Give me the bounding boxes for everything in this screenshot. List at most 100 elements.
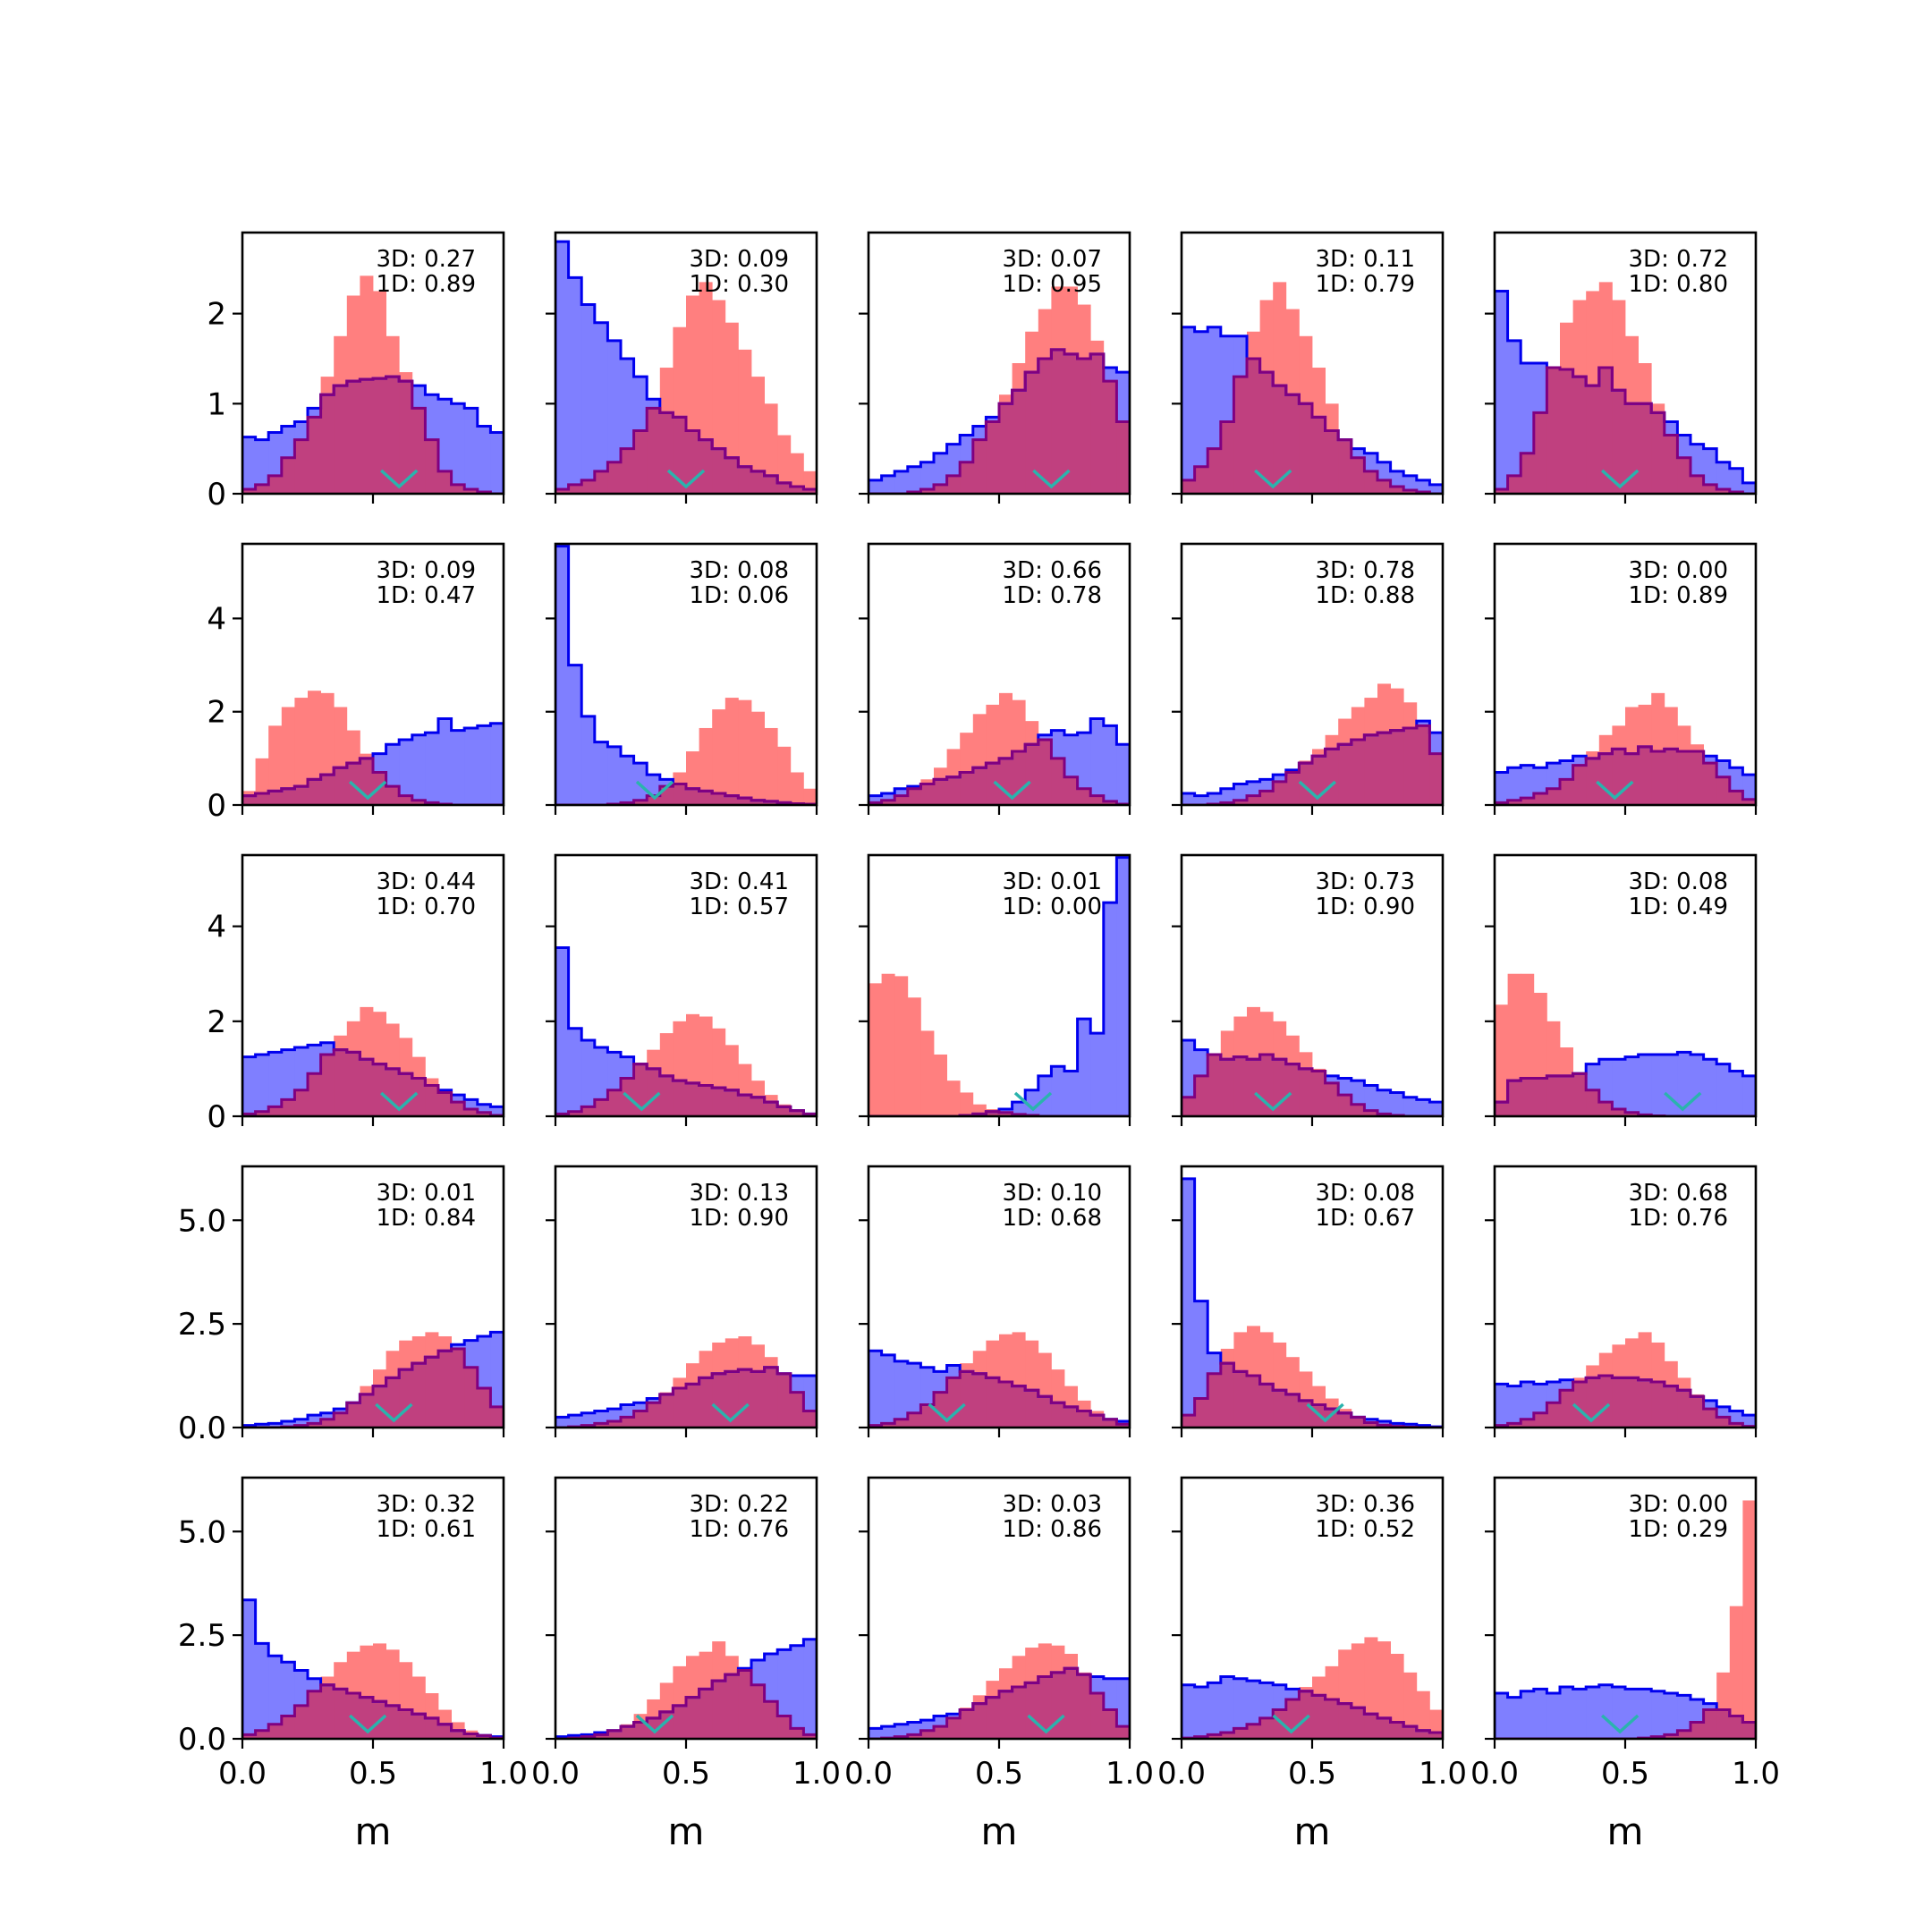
red-bar bbox=[411, 1676, 426, 1715]
overlap-bar bbox=[1495, 1102, 1508, 1116]
overlap-bar bbox=[373, 378, 386, 494]
overlap-bar bbox=[1233, 1728, 1248, 1739]
blue-bar bbox=[972, 426, 987, 440]
overlap-bar bbox=[360, 379, 374, 494]
overlap-bar bbox=[438, 1724, 452, 1739]
overlap-bar bbox=[1716, 1417, 1731, 1428]
stat-3d-label: 3D: 0.36 bbox=[1316, 1491, 1415, 1518]
red-bar bbox=[373, 1012, 386, 1064]
overlap-bar bbox=[1247, 1724, 1260, 1739]
red-bar bbox=[764, 1357, 778, 1368]
overlap-bar bbox=[920, 1730, 935, 1739]
overlap-bar bbox=[972, 767, 987, 805]
blue-bar bbox=[477, 426, 491, 492]
overlap-bar bbox=[1390, 1722, 1404, 1739]
blue-bar bbox=[659, 779, 674, 787]
blue-bar bbox=[607, 1052, 622, 1090]
overlap-bar bbox=[1064, 776, 1078, 805]
blue-bar bbox=[1703, 1703, 1717, 1710]
overlap-bar bbox=[1299, 1400, 1313, 1428]
overlap-bar bbox=[1364, 470, 1378, 494]
red-bar bbox=[1051, 286, 1065, 350]
overlap-bar bbox=[411, 1714, 426, 1739]
blue-bar bbox=[464, 1340, 479, 1368]
overlap-bar bbox=[464, 1733, 479, 1739]
overlap-bar bbox=[1325, 749, 1339, 805]
stat-3d-label: 3D: 0.22 bbox=[690, 1491, 789, 1518]
blue-bar bbox=[934, 1716, 947, 1727]
overlap-bar bbox=[1651, 751, 1665, 805]
overlap-bar bbox=[1625, 753, 1639, 805]
blue-bar bbox=[451, 1344, 465, 1349]
overlap-bar bbox=[399, 1073, 413, 1116]
blue-bar bbox=[438, 399, 452, 471]
blue-bar bbox=[907, 1363, 921, 1413]
overlap-bar bbox=[1247, 795, 1260, 805]
x-tick-label: 0.5 bbox=[1288, 1756, 1336, 1792]
overlap-step-line bbox=[869, 738, 1130, 805]
stat-1d-label: 1D: 0.89 bbox=[377, 271, 476, 298]
red-bar bbox=[1025, 331, 1039, 373]
overlap-bar bbox=[1259, 1384, 1274, 1428]
overlap-step-line bbox=[555, 1669, 817, 1739]
red-bar bbox=[360, 753, 374, 758]
overlap-step-line bbox=[1182, 1361, 1443, 1428]
blue-bar bbox=[1716, 760, 1731, 777]
red-bar bbox=[411, 1056, 426, 1079]
blue-bar bbox=[490, 1106, 504, 1115]
overlap-bar bbox=[803, 1411, 817, 1428]
overlap-bar bbox=[255, 792, 269, 805]
blue-bar bbox=[1051, 730, 1065, 758]
plot-area bbox=[242, 1598, 504, 1739]
blue-bar bbox=[490, 723, 504, 805]
blue-bar bbox=[1598, 1059, 1613, 1103]
overlap-bar bbox=[1729, 1423, 1743, 1428]
overlap-bar bbox=[1429, 1733, 1443, 1739]
red-bar bbox=[399, 372, 413, 382]
overlap-step-line bbox=[242, 757, 504, 805]
red-bar bbox=[1038, 1643, 1052, 1677]
overlap-bar bbox=[1194, 1075, 1208, 1116]
overlap-bar bbox=[1064, 1668, 1078, 1739]
overlap-bar bbox=[268, 791, 283, 805]
blue-bar bbox=[1208, 326, 1222, 449]
stat-3d-label: 3D: 0.08 bbox=[690, 557, 789, 584]
red-bar bbox=[425, 1078, 439, 1086]
red-bar bbox=[346, 1651, 360, 1694]
overlap-step-line bbox=[869, 348, 1130, 494]
red-bar bbox=[1325, 734, 1339, 750]
overlap-bar bbox=[712, 448, 726, 494]
red-bar bbox=[777, 746, 792, 803]
blue-bar bbox=[986, 417, 1000, 422]
overlap-bar bbox=[1259, 791, 1274, 805]
red-bar bbox=[1495, 1004, 1508, 1103]
x-tick-label: 0.0 bbox=[1157, 1756, 1206, 1792]
blue-bar bbox=[1220, 1676, 1234, 1733]
blue-bar bbox=[373, 753, 386, 773]
overlap-bar bbox=[1012, 1385, 1026, 1428]
overlap-bar bbox=[281, 457, 295, 494]
overlap-bar bbox=[334, 1049, 348, 1116]
overlap-bar bbox=[1233, 800, 1248, 805]
red-bar bbox=[1299, 1371, 1313, 1401]
blue-bar bbox=[1377, 462, 1391, 480]
overlap-bar bbox=[738, 1369, 752, 1428]
overlap-bar bbox=[438, 1092, 452, 1116]
red-bar bbox=[360, 1006, 374, 1060]
overlap-bar bbox=[1312, 1071, 1326, 1116]
blue-bar bbox=[1182, 1684, 1195, 1739]
blue-bar bbox=[1742, 482, 1756, 494]
red-bar bbox=[724, 1045, 739, 1090]
red-bar bbox=[1259, 300, 1274, 373]
overlap-step-line bbox=[1495, 1708, 1756, 1739]
blue-bar bbox=[1259, 1682, 1274, 1718]
red-bar bbox=[360, 1385, 374, 1394]
blue-bar bbox=[881, 1354, 895, 1424]
overlap-bar bbox=[1338, 1095, 1352, 1116]
blue-bar bbox=[242, 436, 256, 489]
